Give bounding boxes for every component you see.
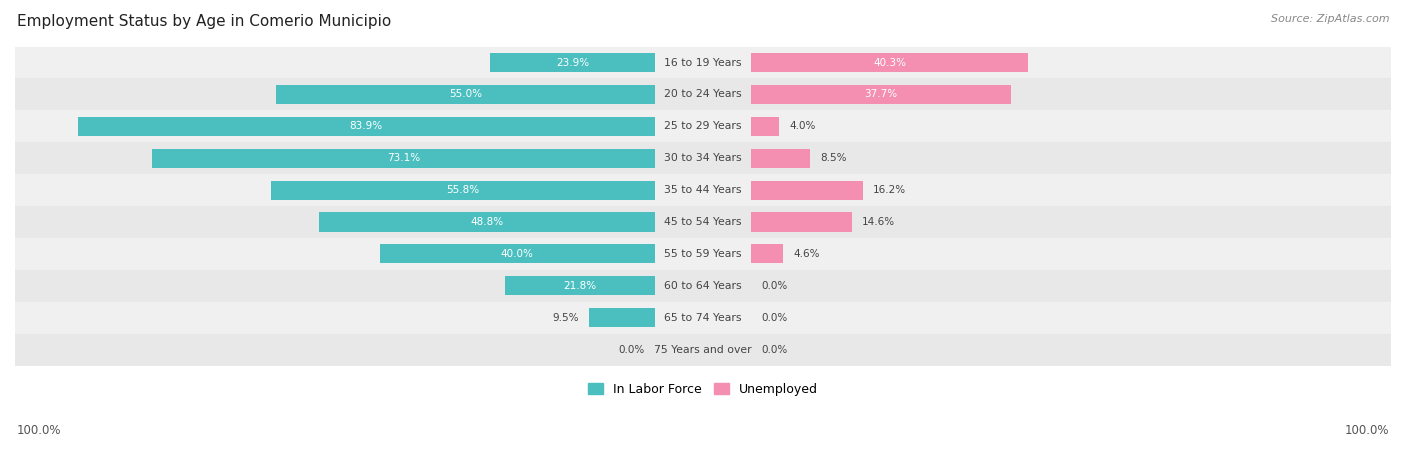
Text: 0.0%: 0.0%	[762, 345, 787, 354]
Bar	[589, 308, 655, 327]
Bar	[751, 117, 779, 136]
Bar	[751, 53, 1028, 72]
Bar	[15, 302, 1391, 334]
Bar	[15, 110, 1391, 142]
Text: 14.6%: 14.6%	[862, 217, 896, 227]
Bar	[505, 276, 655, 295]
Text: Source: ZipAtlas.com: Source: ZipAtlas.com	[1271, 14, 1389, 23]
Bar	[751, 85, 1011, 104]
Text: 45 to 54 Years: 45 to 54 Years	[664, 217, 742, 227]
Text: 8.5%: 8.5%	[820, 153, 846, 163]
Bar	[15, 78, 1391, 110]
Text: 4.6%: 4.6%	[793, 249, 820, 259]
Bar	[77, 117, 655, 136]
Text: 37.7%: 37.7%	[865, 89, 897, 99]
Text: 65 to 74 Years: 65 to 74 Years	[664, 313, 742, 322]
Bar	[15, 206, 1391, 238]
Bar	[277, 85, 655, 104]
Bar	[380, 244, 655, 263]
Text: 23.9%: 23.9%	[555, 58, 589, 68]
Text: 55.0%: 55.0%	[449, 89, 482, 99]
Text: 0.0%: 0.0%	[762, 313, 787, 322]
Text: 83.9%: 83.9%	[350, 121, 382, 131]
Text: 73.1%: 73.1%	[387, 153, 420, 163]
Bar	[319, 212, 655, 231]
Text: Employment Status by Age in Comerio Municipio: Employment Status by Age in Comerio Muni…	[17, 14, 391, 28]
Bar	[15, 334, 1391, 365]
Text: 9.5%: 9.5%	[553, 313, 579, 322]
Text: 60 to 64 Years: 60 to 64 Years	[664, 281, 742, 291]
Text: 0.0%: 0.0%	[619, 345, 644, 354]
Bar	[15, 46, 1391, 78]
Bar	[751, 244, 783, 263]
Text: 25 to 29 Years: 25 to 29 Years	[664, 121, 742, 131]
Text: 40.0%: 40.0%	[501, 249, 534, 259]
Text: 100.0%: 100.0%	[1344, 424, 1389, 437]
Text: 0.0%: 0.0%	[762, 281, 787, 291]
Text: 75 Years and over: 75 Years and over	[654, 345, 752, 354]
Text: 16 to 19 Years: 16 to 19 Years	[664, 58, 742, 68]
Text: 20 to 24 Years: 20 to 24 Years	[664, 89, 742, 99]
Bar	[15, 142, 1391, 174]
Text: 30 to 34 Years: 30 to 34 Years	[664, 153, 742, 163]
Bar	[15, 270, 1391, 302]
Text: 4.0%: 4.0%	[789, 121, 815, 131]
Text: 40.3%: 40.3%	[873, 58, 907, 68]
Bar	[15, 238, 1391, 270]
Text: 55 to 59 Years: 55 to 59 Years	[664, 249, 742, 259]
Text: 48.8%: 48.8%	[471, 217, 503, 227]
Text: 55.8%: 55.8%	[446, 185, 479, 195]
Bar	[751, 212, 852, 231]
Text: 100.0%: 100.0%	[17, 424, 62, 437]
Bar	[491, 53, 655, 72]
Bar	[751, 180, 863, 200]
Bar	[152, 149, 655, 168]
Text: 35 to 44 Years: 35 to 44 Years	[664, 185, 742, 195]
Bar	[15, 174, 1391, 206]
Bar	[271, 180, 655, 200]
Text: 16.2%: 16.2%	[873, 185, 905, 195]
Legend: In Labor Force, Unemployed: In Labor Force, Unemployed	[583, 378, 823, 401]
Text: 21.8%: 21.8%	[564, 281, 596, 291]
Bar	[751, 149, 810, 168]
